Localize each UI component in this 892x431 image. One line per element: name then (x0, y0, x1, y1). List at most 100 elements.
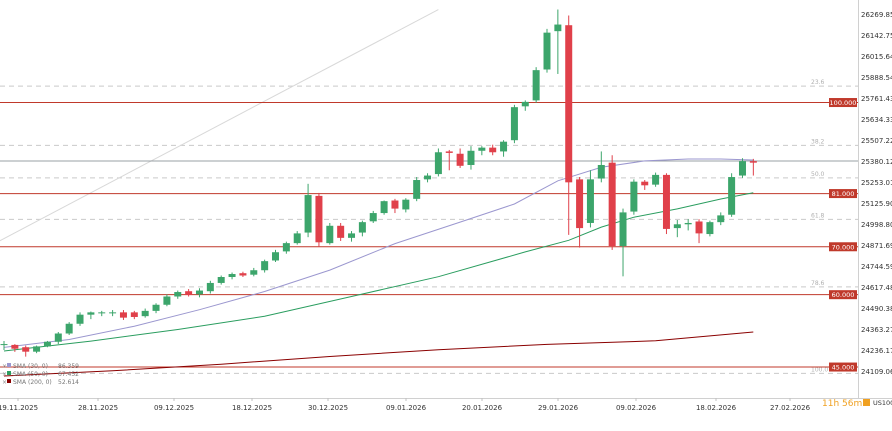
x-tick-label: 27.02.2026 (770, 404, 811, 412)
candle-body (304, 195, 312, 233)
candle-body (315, 195, 323, 243)
bar-countdown: 11h 56m (822, 399, 862, 409)
legend-series-name: SMA (30, 0) (13, 363, 48, 370)
price-level-tag-label: 100.000 (830, 99, 857, 107)
candle-body (33, 346, 41, 352)
y-tick-label: 25125.90 (861, 200, 892, 208)
y-tick-label: 25761.43 (861, 95, 892, 103)
candle-body (706, 222, 714, 235)
candle-body (141, 310, 149, 317)
candle-body (109, 312, 117, 314)
y-tick-label: 26269.85 (861, 11, 892, 19)
candle-body (163, 296, 171, 305)
fibonacci-levels: 23.6 38.2 50.0 61.8 78.6 100.0 (0, 79, 858, 374)
x-tick-label: 30.12.2025 (308, 404, 348, 412)
y-tick-label: 24490.38 (861, 305, 892, 313)
candle-body (749, 161, 757, 163)
candle-body (380, 201, 388, 214)
candle-body (174, 292, 182, 297)
price-level-tag (829, 362, 857, 372)
candle-body (554, 24, 562, 32)
legend-color-swatch (7, 363, 11, 367)
legend-close-icon: × (2, 371, 7, 378)
y-tick-label: 24998.80 (861, 221, 892, 229)
fib-level-label: 23.6 (811, 79, 825, 86)
candle-body (738, 161, 746, 176)
x-tick-label: 20.01.2026 (462, 404, 503, 412)
x-tick-label: 09.01.2026 (386, 404, 427, 412)
legend-series-value: 67.452 (58, 371, 79, 378)
candle-body (424, 175, 432, 180)
y-tick-label: 24744.59 (861, 263, 892, 271)
candle-body (43, 341, 51, 347)
candle-body (489, 147, 497, 153)
candle-body (119, 312, 127, 318)
candle-body (239, 273, 247, 276)
y-tick-label: 24871.69 (861, 242, 892, 250)
candle-body (98, 312, 106, 314)
y-axis: 26269.85 26142.75 26015.64 25888.54 25761.43… (861, 11, 892, 376)
candle-body (0, 344, 8, 346)
price-level-tag (829, 189, 857, 199)
candle-body (272, 252, 279, 261)
candle-body (261, 261, 269, 271)
x-tick-label: 28.11.2025 (78, 404, 118, 412)
trend-line (0, 9, 439, 242)
candle-body (467, 150, 475, 165)
moving-averages (3, 158, 754, 377)
price-level-tag-label: 70.000 (832, 243, 855, 251)
candle-body (228, 274, 236, 278)
candle-body (673, 224, 681, 229)
legend-series-value: 86.359 (58, 363, 79, 370)
price-level-tag (829, 242, 857, 252)
y-tick-label: 25888.54 (861, 74, 892, 82)
candle-body (293, 233, 301, 244)
legend-series-value: 52.614 (58, 379, 79, 386)
candle-body (521, 101, 529, 107)
sma-line (3, 192, 754, 352)
symbol-label: US100 (873, 399, 892, 407)
candle-body (652, 174, 660, 185)
candle-body (250, 270, 258, 275)
candle-body (510, 107, 518, 141)
y-tick-label: 24617.48 (861, 284, 892, 292)
candle-body (576, 179, 584, 229)
fib-level-label: 38.2 (811, 138, 825, 145)
sma-line (3, 158, 754, 348)
candle-body (543, 32, 551, 70)
y-tick-label: 25634.33 (861, 116, 892, 124)
candle-body (87, 312, 95, 315)
candle-body (597, 164, 605, 179)
candle-body (130, 312, 138, 317)
candle-body (532, 70, 540, 101)
candle-body (728, 177, 736, 215)
candle-body (217, 277, 225, 283)
fib-level-label: 78.6 (811, 280, 825, 287)
candle-body (11, 344, 19, 349)
x-tick-label: 18.12.2025 (232, 404, 272, 412)
candle-body (662, 174, 670, 229)
candle-body (65, 323, 73, 334)
x-tick-label: 09.02.2026 (616, 404, 657, 412)
y-tick-label: 24109.06 (861, 368, 892, 376)
candle-body (185, 291, 193, 296)
candle-body (684, 222, 692, 225)
candle-body (348, 233, 356, 238)
candle-body (445, 151, 453, 153)
candle-body (369, 213, 377, 222)
x-tick-label: 09.12.2025 (154, 404, 194, 412)
candle-body (630, 181, 638, 212)
x-tick-label: 19.11.2025 (0, 404, 38, 412)
x-tick-label: 29.01.2026 (538, 404, 579, 412)
candle-body (619, 212, 627, 247)
y-tick-label: 26015.64 (861, 53, 892, 61)
y-tick-label: 25253.01 (861, 179, 892, 187)
candle-body (608, 162, 616, 247)
sma-line (3, 331, 754, 377)
candle-body (54, 333, 62, 342)
price-level-tag (829, 290, 857, 300)
candle-body (391, 200, 399, 209)
y-tick-label: 26142.75 (861, 32, 892, 40)
